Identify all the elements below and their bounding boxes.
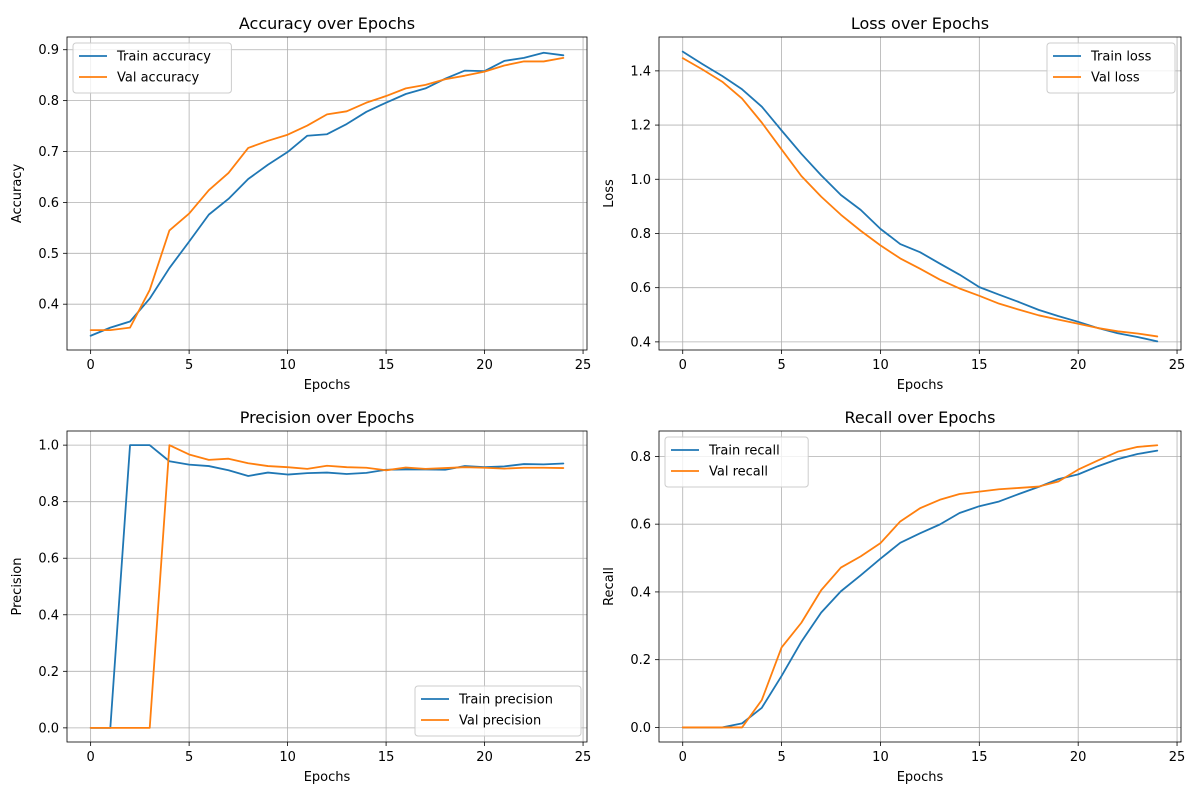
y-tick-label: 0.0 [630,721,651,736]
x-tick-label: 20 [1070,750,1087,765]
chart-title: Loss over Epochs [851,14,989,33]
legend-entry: Val accuracy [117,71,200,86]
x-tick-label: 15 [378,750,395,765]
y-tick-label: 0.4 [38,608,59,623]
x-tick-label: 10 [872,358,889,373]
x-tick-label: 25 [575,750,592,765]
y-tick-label: 0.8 [630,450,651,465]
series-line-val-accuracy [89,56,565,332]
y-tick-label: 0.0 [38,721,59,736]
x-tick-label: 20 [476,358,493,373]
plot-frame [66,430,588,743]
y-tick-label: 0.6 [630,518,651,533]
legend-entry: Train accuracy [116,50,211,65]
y-tick-label: 0.5 [38,247,59,262]
legend-entry: Val recall [709,465,768,480]
legend-entry: Train loss [1090,50,1152,65]
y-tick-label: 0.8 [630,227,651,242]
series-line-val-recall [681,444,1159,729]
plot-frame [658,430,1182,743]
y-tick-label: 0.6 [38,196,59,211]
legend-entry: Val loss [1091,71,1140,86]
chart-title: Recall over Epochs [845,408,996,427]
y-tick-label: 0.9 [38,43,59,58]
y-axis-label: Loss [602,179,617,208]
x-tick-label: 0 [679,358,687,373]
chart-title: Accuracy over Epochs [239,14,415,33]
x-tick-label: 15 [378,358,395,373]
x-tick-label: 10 [872,750,889,765]
x-tick-label: 15 [971,358,988,373]
legend: Train accuracy Val accuracy [72,42,232,94]
legend-box [414,685,582,737]
legend-box [664,436,809,488]
x-axis-label: Epochs [897,378,944,393]
y-tick-label: 0.7 [38,145,59,160]
x-tick-label: 5 [777,358,785,373]
subplot-4: 0 5 10 15 20 25 0.0 0.2 0.4 0.6 0.8 Recall over Epo… [602,408,1185,785]
legend: Train precision Val precision [414,685,582,737]
y-tick-label: 0.8 [38,495,59,510]
x-tick-label: 10 [279,750,296,765]
y-tick-label: 0.2 [38,665,59,680]
plot-frame [66,36,588,351]
x-axis-label: Epochs [304,378,351,393]
x-tick-label: 25 [1169,750,1186,765]
y-tick-label: 0.4 [630,585,651,600]
subplot-3: 0 5 10 15 20 25 0.0 0.2 0.4 0.6 0.8 1.0 Precision ov… [10,408,591,785]
y-tick-label: 0.6 [630,281,651,296]
y-tick-label: 1.4 [630,64,651,79]
legend: Train recall Val recall [664,436,809,488]
y-axis-label: Accuracy [10,164,25,224]
x-tick-label: 0 [86,358,94,373]
subplot-grid: 0 5 10 15 20 25 0.4 0.5 0.6 0.7 0.8 0.9 Accuracy ove… [10,14,1185,785]
series-line-train-recall [681,449,1159,729]
y-tick-label: 0.6 [38,552,59,567]
x-axis-label: Epochs [897,770,944,785]
legend-entry: Val precision [459,714,541,729]
y-tick-label: 0.2 [630,653,651,668]
x-tick-label: 20 [1070,358,1087,373]
plot-frame [658,36,1182,351]
y-tick-label: 1.0 [630,173,651,188]
series-line-val-loss [681,57,1159,338]
x-tick-label: 0 [679,750,687,765]
legend-box [72,42,232,94]
series-line-train-loss [681,50,1159,343]
x-tick-label: 5 [185,358,193,373]
x-tick-label: 10 [279,358,296,373]
y-tick-label: 1.2 [630,119,651,134]
subplot-1: 0 5 10 15 20 25 0.4 0.5 0.6 0.7 0.8 0.9 Accuracy ove… [10,14,591,393]
y-tick-label: 0.4 [38,298,59,313]
x-tick-label: 15 [971,750,988,765]
chart-title: Precision over Epochs [240,408,415,427]
y-axis-label: Recall [602,567,617,606]
x-tick-label: 5 [185,750,193,765]
x-tick-label: 25 [575,358,592,373]
legend: Train loss Val loss [1046,42,1176,94]
y-tick-label: 0.4 [630,335,651,350]
x-axis-label: Epochs [304,770,351,785]
x-tick-label: 20 [476,750,493,765]
x-tick-label: 5 [777,750,785,765]
legend-entry: Train recall [708,444,780,459]
y-axis-label: Precision [10,557,25,615]
series-line-val-precision [89,444,565,729]
y-tick-label: 1.0 [38,439,59,454]
x-tick-label: 25 [1169,358,1186,373]
subplot-2: 0 5 10 15 20 25 0.4 0.6 0.8 1.0 1.2 1.4 Loss over Ep… [602,14,1185,393]
x-tick-label: 0 [86,750,94,765]
y-tick-label: 0.8 [38,94,59,109]
legend-entry: Train precision [458,693,553,708]
